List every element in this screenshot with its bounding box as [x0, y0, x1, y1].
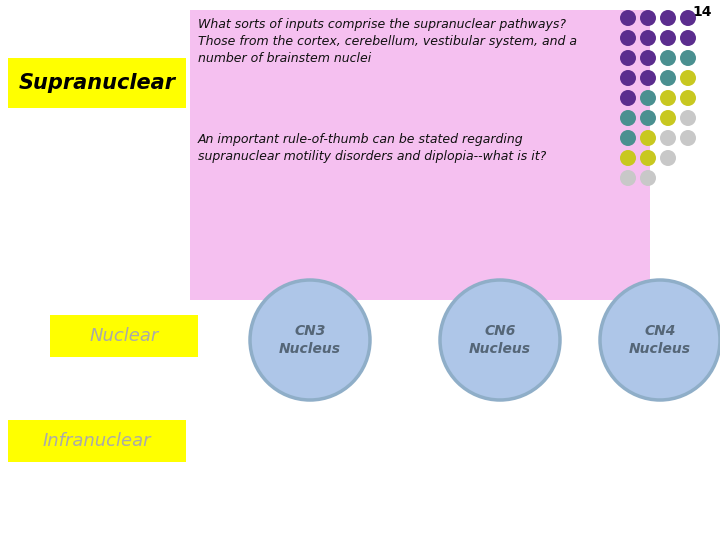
Circle shape	[250, 280, 370, 400]
Circle shape	[620, 70, 636, 86]
Circle shape	[620, 90, 636, 106]
Text: An important rule-of-thumb can be stated regarding
supranuclear motility disorde: An important rule-of-thumb can be stated…	[198, 133, 546, 163]
Circle shape	[680, 130, 696, 146]
Circle shape	[640, 110, 656, 126]
Circle shape	[640, 90, 656, 106]
Text: 14: 14	[693, 5, 712, 19]
Circle shape	[660, 70, 676, 86]
Circle shape	[640, 50, 656, 66]
Circle shape	[680, 110, 696, 126]
Text: Infranuclear: Infranuclear	[42, 432, 151, 450]
Circle shape	[620, 110, 636, 126]
Circle shape	[680, 70, 696, 86]
Text: What sorts of inputs comprise the supranuclear pathways?
Those from the cortex, : What sorts of inputs comprise the supran…	[198, 18, 577, 65]
Circle shape	[660, 10, 676, 26]
Circle shape	[680, 50, 696, 66]
Circle shape	[640, 170, 656, 186]
Circle shape	[660, 90, 676, 106]
Circle shape	[660, 150, 676, 166]
FancyBboxPatch shape	[50, 315, 198, 357]
Text: CN3
Nucleus: CN3 Nucleus	[279, 325, 341, 356]
Circle shape	[660, 130, 676, 146]
Circle shape	[640, 30, 656, 46]
Circle shape	[640, 10, 656, 26]
FancyBboxPatch shape	[190, 10, 650, 300]
Text: CN6
Nucleus: CN6 Nucleus	[469, 325, 531, 356]
Circle shape	[660, 110, 676, 126]
Circle shape	[680, 30, 696, 46]
Circle shape	[680, 90, 696, 106]
Text: Supranuclear: Supranuclear	[19, 73, 176, 93]
Circle shape	[440, 280, 560, 400]
FancyBboxPatch shape	[8, 420, 186, 462]
Circle shape	[600, 280, 720, 400]
Text: CN4
Nucleus: CN4 Nucleus	[629, 325, 691, 356]
Circle shape	[640, 70, 656, 86]
Circle shape	[620, 170, 636, 186]
Circle shape	[660, 30, 676, 46]
Circle shape	[680, 10, 696, 26]
FancyBboxPatch shape	[8, 58, 186, 108]
Circle shape	[640, 130, 656, 146]
Circle shape	[620, 50, 636, 66]
Text: Nuclear: Nuclear	[89, 327, 158, 345]
Circle shape	[620, 30, 636, 46]
Circle shape	[620, 150, 636, 166]
Circle shape	[660, 50, 676, 66]
Circle shape	[640, 150, 656, 166]
Circle shape	[620, 130, 636, 146]
Circle shape	[620, 10, 636, 26]
